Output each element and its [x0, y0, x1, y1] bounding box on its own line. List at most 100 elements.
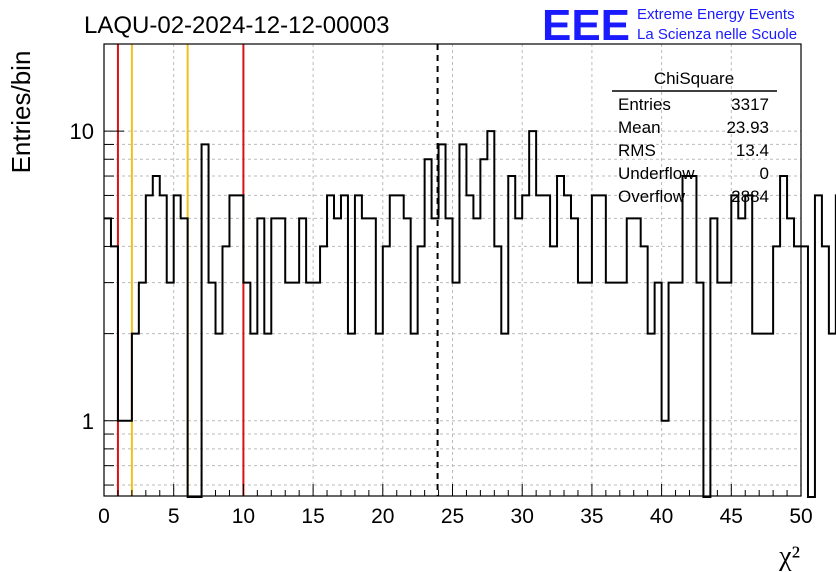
x-tick-label: 25 — [441, 505, 464, 528]
histogram-bin — [759, 334, 766, 496]
histogram-bin — [801, 246, 808, 496]
histogram-bin — [627, 218, 634, 496]
histogram-bin — [139, 283, 146, 496]
histogram-bin — [411, 334, 418, 496]
histogram-bin — [745, 195, 752, 496]
histogram-bin — [250, 334, 257, 496]
histogram-bin — [696, 283, 703, 496]
histogram-bin — [683, 176, 690, 496]
histogram-bin — [397, 195, 404, 496]
stats-value-mean: 23.93 — [726, 118, 769, 137]
histogram-bin — [160, 195, 167, 496]
histogram-bin — [494, 246, 501, 496]
eee-logo-line2: La Scienza nelle Scuole — [637, 26, 797, 43]
histogram-bin — [487, 131, 494, 496]
histogram-bin — [146, 195, 153, 496]
histogram-bin — [731, 195, 738, 496]
histogram-bin — [655, 283, 662, 496]
histogram-bin — [181, 218, 188, 496]
stats-label-mean: Mean — [618, 118, 661, 137]
histogram-bin — [174, 195, 181, 496]
stats-value-underflow: 0 — [760, 164, 769, 183]
histogram-bin — [689, 176, 696, 496]
histogram-bin — [278, 218, 285, 496]
x-tick-label: 20 — [371, 505, 394, 528]
y-tick-label: 1 — [82, 409, 94, 434]
histogram-bin — [613, 283, 620, 496]
histogram-bin — [243, 283, 250, 496]
x-tick-label: 30 — [511, 505, 534, 528]
axis-ticks: 0 5 10 15 20 25 30 35 40 45 50 1 10 — [70, 43, 813, 528]
histogram-bin — [466, 195, 473, 496]
x-tick-label: 35 — [580, 505, 603, 528]
histogram-bin — [815, 195, 822, 496]
stats-label-underflow: Underflow — [618, 164, 695, 183]
histogram-bin — [292, 283, 299, 496]
histogram-bin — [829, 334, 836, 496]
x-tick-label: 45 — [720, 505, 743, 528]
histogram-bin — [216, 334, 223, 496]
histogram-bin — [599, 195, 606, 496]
eee-logo-line1: Extreme Energy Events — [637, 6, 795, 23]
histogram-bin — [564, 195, 571, 496]
stats-value-overflow: 2884 — [731, 187, 769, 206]
histogram-bin — [376, 334, 383, 496]
histogram-bin — [453, 283, 460, 496]
histogram-bin — [236, 195, 243, 496]
histogram-bin — [432, 218, 439, 496]
histogram-bin — [271, 218, 278, 496]
histogram-bin — [222, 246, 229, 496]
stats-label-overflow: Overflow — [618, 187, 686, 206]
histogram-bin — [125, 421, 132, 496]
histogram-bin — [257, 218, 264, 496]
histogram-bin — [480, 159, 487, 496]
histogram-bin — [313, 283, 320, 496]
histogram-bin — [550, 246, 557, 496]
histogram-bin — [571, 218, 578, 496]
histogram-bin — [418, 246, 425, 496]
stats-label-rms: RMS — [618, 141, 656, 160]
histogram-bin — [104, 218, 111, 496]
histogram-bin — [390, 195, 397, 496]
stats-value-entries: 3317 — [731, 95, 769, 114]
histogram-bin — [752, 334, 759, 496]
histogram-bin — [543, 195, 550, 496]
histogram-bin — [606, 283, 613, 496]
histogram-bin — [334, 218, 341, 496]
x-tick-label: 10 — [232, 505, 255, 528]
histogram-bin — [662, 421, 669, 496]
y-axis-label: Entries/bin — [6, 51, 36, 174]
histogram-bin — [118, 421, 125, 496]
histogram-bin — [153, 176, 160, 496]
histogram-bin — [557, 176, 564, 496]
histogram-bin — [780, 176, 787, 496]
histogram-line — [104, 130, 836, 498]
histogram-bin — [515, 218, 522, 496]
histogram-bin — [446, 218, 453, 496]
histogram-bin — [536, 195, 543, 496]
eee-logo: EEE — [542, 1, 630, 50]
histogram-bin — [264, 334, 271, 496]
histogram-bin — [425, 159, 432, 496]
histogram-bin — [306, 283, 313, 496]
histogram-bin — [738, 218, 745, 496]
histogram-bin — [522, 195, 529, 496]
histogram-bin — [620, 283, 627, 496]
histogram-bin — [439, 144, 446, 496]
x-tick-label: 5 — [168, 505, 180, 528]
histogram-series — [104, 130, 836, 498]
histogram-bin — [167, 283, 174, 496]
stats-box-title: ChiSquare — [654, 69, 734, 88]
histogram-bin — [383, 246, 390, 496]
histogram-bin — [578, 283, 585, 496]
histogram-bin — [592, 195, 599, 496]
histogram-bin — [327, 195, 334, 496]
chart-title: LAQU-02-2024-12-12-00003 — [84, 12, 390, 39]
histogram-bin — [676, 283, 683, 496]
histogram-bin — [710, 218, 717, 496]
histogram-bin — [202, 144, 209, 496]
x-axis-label: χ² — [778, 541, 800, 572]
histogram-bin — [501, 334, 508, 496]
histogram-bin — [320, 246, 327, 496]
histogram-bin — [285, 283, 292, 496]
